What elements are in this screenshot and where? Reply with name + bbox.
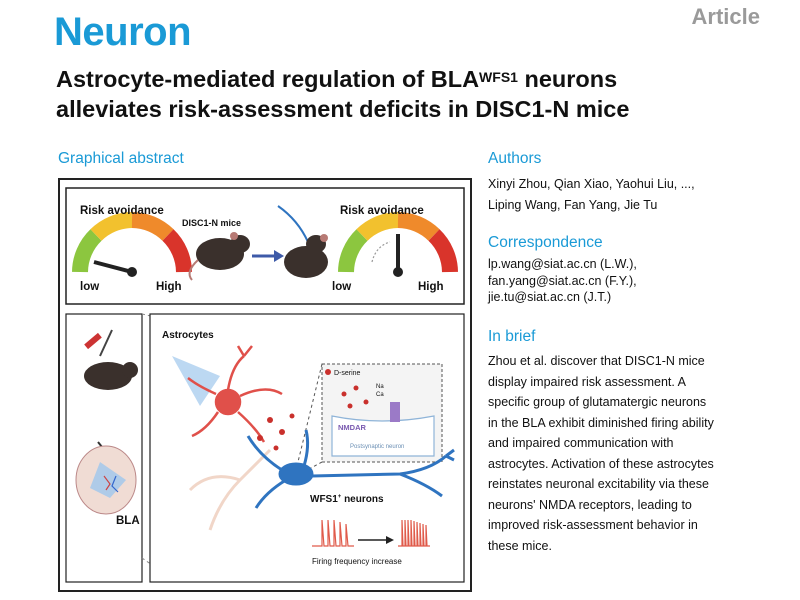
in-brief-line: display impaired risk assessment. A (488, 374, 686, 389)
in-brief-line: these mice. (488, 538, 552, 553)
journal-name: Neuron (54, 10, 192, 54)
in-brief-line: specific group of glutamatergic neurons (488, 395, 707, 409)
email-link[interactable]: lp.wang@siat.ac.cn (L.W.), (488, 257, 637, 271)
mouse-left (188, 232, 250, 281)
firing-trace-after (398, 519, 430, 547)
correspondence-heading: Correspondence (488, 234, 603, 251)
graphical-abstract-figure: Risk avoidance low High DISC1-N mice (58, 178, 472, 592)
authors-line-1: Xinyi Zhou, Qian Xiao, Yaohui Liu, ..., (488, 177, 695, 191)
dserine-label: D-serine (334, 370, 361, 377)
gauge-right (338, 212, 458, 277)
title-part2: neurons (517, 66, 618, 92)
bla-brain (75, 441, 137, 515)
wfs1-neuron (246, 429, 455, 509)
na-label: Na (376, 384, 384, 390)
astrocyte (187, 345, 283, 443)
light-beam (172, 356, 220, 406)
gauge-left (72, 212, 192, 277)
in-brief-line: improved risk-assessment behavior in (488, 518, 698, 532)
in-brief-text: Zhou et al. discover that DISC1-N mice d… (488, 351, 714, 556)
authors-line-2: Liping Wang, Fan Yang, Jie Tu (488, 198, 658, 212)
gauge-left-title: Risk avoidance (80, 205, 164, 217)
gauge-right-high: High (418, 281, 444, 293)
firing-trace-before (312, 519, 354, 547)
arrow-right (252, 250, 284, 262)
email-link[interactable]: jie.tu@siat.ac.cn (J.T.) (488, 290, 612, 304)
firing-arrow (358, 536, 394, 544)
graphical-abstract-heading: Graphical abstract (58, 150, 184, 167)
gauge-left-low: low (80, 281, 99, 293)
nmdar-label: NMDAR (338, 423, 366, 432)
gauge-right-low: low (332, 281, 351, 293)
faded-neuron (188, 448, 272, 531)
in-brief-heading: In brief (488, 328, 536, 345)
gauge-right-title: Risk avoidance (340, 205, 424, 217)
wfs1-neurons-label: WFS1+ neurons (310, 494, 384, 505)
gauge-left-high: High (156, 281, 182, 293)
bla-label: BLA (116, 515, 140, 527)
in-brief-line: neurons' NMDA receptors, leading to (488, 497, 692, 512)
in-brief-line: and impaired communication with (488, 436, 674, 450)
title-line2: alleviates risk-assessment deficits in D… (56, 96, 630, 122)
email-link[interactable]: fan.yang@siat.ac.cn (F.Y.), (488, 273, 637, 288)
postsynaptic-membrane (331, 415, 435, 457)
postsynaptic-label: Postsynaptic neuron (350, 444, 404, 450)
dserine-dots (257, 413, 295, 451)
in-brief-line: in the BLA exhibit diminished firing abi… (488, 415, 714, 430)
title-superscript: WFS1 (479, 69, 518, 85)
in-brief-line: Zhou et al. discover that DISC1-N mice (488, 354, 705, 368)
correspondence-list: lp.wang@siat.ac.cn (L.W.), fan.yang@siat… (488, 256, 637, 306)
title-part1: Astrocyte-mediated regulation of BLA (56, 66, 480, 92)
nmdar-receptor (390, 402, 400, 422)
authors-heading: Authors (488, 150, 542, 167)
mouse-right (277, 205, 328, 278)
article-title: Astrocyte-mediated regulation of BLAWFS1… (56, 64, 776, 124)
dserine-legend-dot (325, 369, 331, 375)
in-brief-line: reinstates neuronal excitability via the… (488, 477, 709, 491)
firing-label: Firing frequency increase (312, 557, 402, 566)
mice-label: DISC1-N mice (182, 218, 241, 228)
astrocytes-label: Astrocytes (162, 330, 214, 341)
in-brief-line: astrocytes. Activation of these astrocyt… (488, 456, 714, 471)
injection-mouse (84, 329, 138, 390)
article-type-label: Article (691, 4, 760, 29)
ca-label: Ca (376, 392, 384, 398)
